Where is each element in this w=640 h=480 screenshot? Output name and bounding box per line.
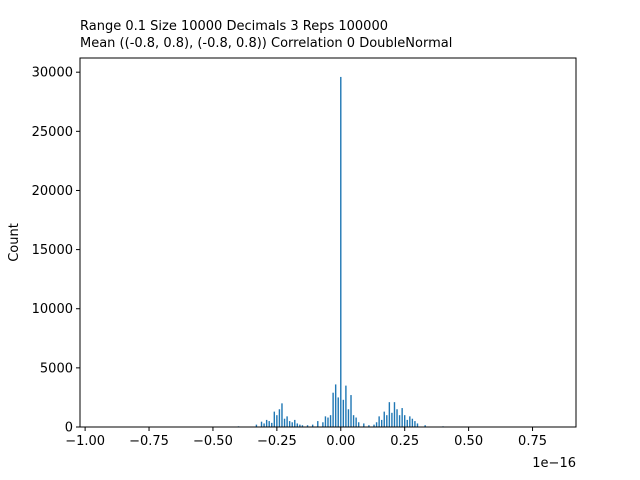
chart-title-line-1: Range 0.1 Size 10000 Decimals 3 Reps 100… [80, 19, 388, 34]
histogram-bar [332, 392, 334, 427]
histogram-bar [347, 409, 350, 427]
histogram-bar [398, 415, 401, 427]
histogram-bar [281, 403, 283, 427]
histogram-bar [324, 416, 327, 427]
histogram-bar [317, 421, 319, 427]
y-tick-label: 20000 [32, 184, 73, 199]
histogram-bar [380, 419, 383, 427]
x-axis-ticks: −1.00 −0.75 −0.50 −0.25 0.00 0.25 0.50 0.75 [65, 427, 547, 449]
histogram-bar [424, 425, 426, 427]
histogram-bar [283, 418, 286, 427]
x-tick-label: −0.50 [193, 434, 233, 449]
histogram-bar [406, 419, 408, 427]
histogram-bar [322, 422, 324, 427]
histogram-bar [393, 402, 396, 427]
chart-title-line-2: Mean ((-0.8, 0.8), (-0.8, 0.8)) Correlat… [80, 36, 452, 51]
histogram-bar [329, 415, 332, 427]
histogram-bar [294, 419, 296, 427]
histogram-bar [342, 399, 345, 427]
histogram-bar [276, 415, 278, 427]
histogram-bar [350, 395, 352, 427]
y-tick-label: 10000 [32, 302, 73, 317]
histogram-bar [383, 411, 385, 427]
histogram-bar [286, 416, 288, 427]
histogram-bars [237, 76, 444, 427]
x-tick-label: 0.50 [454, 434, 483, 449]
histogram-bar [355, 417, 357, 427]
plot-frame [79, 57, 577, 428]
x-axis-offset-label: 1e−16 [532, 456, 576, 471]
histogram-bar [265, 419, 268, 427]
x-tick-label: −0.25 [257, 434, 297, 449]
histogram-bar [334, 384, 337, 427]
histogram-bar [411, 418, 414, 427]
histogram-bar [268, 421, 270, 427]
histogram-bar [271, 422, 273, 427]
y-tick-label: 15000 [32, 243, 73, 258]
histogram-bar [301, 425, 304, 427]
histogram-bar [291, 422, 293, 427]
histogram-bar [278, 409, 281, 427]
histogram-bar [409, 416, 411, 427]
histogram-bar [263, 423, 265, 427]
histogram-bar [375, 422, 378, 427]
histogram-bar [368, 425, 370, 427]
x-tick-label: 0.75 [518, 434, 547, 449]
histogram-bar [340, 76, 342, 427]
histogram-bar [260, 421, 263, 427]
histogram-bar [391, 412, 393, 427]
histogram-bar [388, 402, 391, 427]
histogram-bar [416, 423, 419, 427]
y-tick-label: 25000 [32, 125, 73, 140]
histogram-bar [345, 385, 347, 427]
histogram-bar [386, 415, 388, 427]
histogram-bar [255, 424, 258, 427]
y-axis-label: Count [7, 223, 22, 262]
histogram-bar [378, 416, 380, 427]
x-tick-label: −1.00 [65, 434, 105, 449]
histogram-bar [352, 415, 355, 427]
histogram-bar [299, 424, 301, 427]
histogram-bar [363, 423, 365, 427]
y-tick-label: 0 [65, 421, 73, 436]
histogram-bar [327, 417, 329, 427]
y-tick-label: 30000 [32, 66, 73, 81]
histogram-bar [273, 411, 276, 427]
histogram-bar [403, 415, 406, 427]
histogram-bar [306, 425, 309, 427]
histogram-bar [357, 422, 360, 427]
y-tick-label: 5000 [40, 361, 73, 376]
histogram-bar [296, 423, 299, 427]
x-tick-label: −0.75 [129, 434, 169, 449]
histogram-bar [311, 424, 314, 427]
histogram-bar [414, 421, 416, 427]
x-tick-label: 0.00 [326, 434, 355, 449]
histogram-bar [401, 408, 403, 427]
histogram-bar [337, 397, 339, 427]
x-tick-label: 0.25 [390, 434, 419, 449]
histogram-bar [396, 409, 398, 427]
y-axis-ticks: 0 5000 10000 15000 20000 25000 30000 [32, 66, 80, 436]
histogram-bar [373, 424, 375, 427]
histogram-bar [288, 421, 291, 427]
